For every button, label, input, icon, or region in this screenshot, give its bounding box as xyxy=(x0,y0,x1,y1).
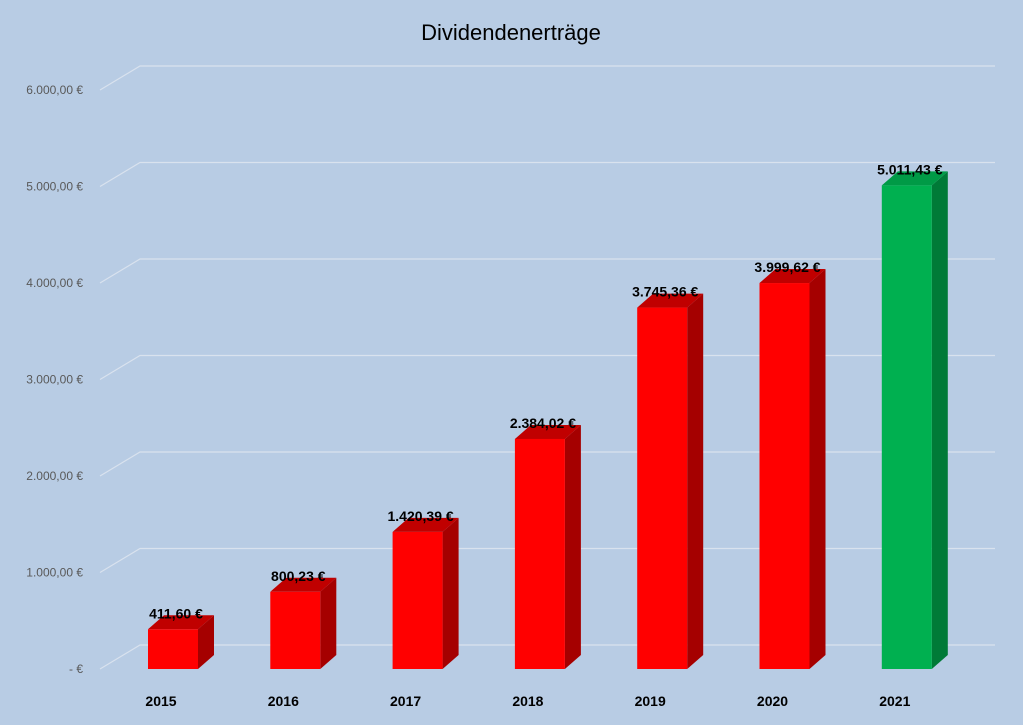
bar-2021 xyxy=(881,171,948,669)
bar-side xyxy=(442,517,459,669)
bar-top xyxy=(148,615,214,630)
bar-top xyxy=(759,269,826,284)
data-label: 800,23 € xyxy=(271,568,326,584)
y-axis-tick-labels: - € 1.000,00 € 2.000,00 € 3.000,00 € 4.000,0… xyxy=(26,83,83,676)
data-label: 1.420,39 € xyxy=(388,508,454,524)
gridline xyxy=(99,65,995,91)
y-tick-label: 4.000,00 € xyxy=(26,276,83,290)
gridline xyxy=(99,644,995,670)
bar-side xyxy=(564,424,581,669)
bar-side xyxy=(198,615,214,669)
bar-top xyxy=(637,293,704,308)
gridline xyxy=(99,547,995,574)
bar-front xyxy=(392,531,443,669)
x-tick-label: 2019 xyxy=(635,693,666,709)
data-label: 2.384,02 € xyxy=(510,415,576,431)
y-tick-label: 6.000,00 € xyxy=(26,83,83,97)
gridline xyxy=(99,258,995,284)
y-tick-label: - € xyxy=(69,662,83,676)
y-tick-label: 3.000,00 € xyxy=(26,373,83,387)
bar-top xyxy=(270,577,337,592)
bar-top xyxy=(514,424,581,439)
data-label: 3.745,36 € xyxy=(632,284,698,300)
y-tick-label: 1.000,00 € xyxy=(26,566,83,580)
bar-2019 xyxy=(637,293,704,669)
bar-front xyxy=(637,307,688,669)
x-tick-label: 2021 xyxy=(879,693,910,709)
data-label: 411,60 € xyxy=(149,605,203,621)
data-label: 3.999,62 € xyxy=(754,259,820,275)
x-tick-label: 2016 xyxy=(268,693,299,709)
bar-side xyxy=(809,269,826,669)
y-tick-label: 5.000,00 € xyxy=(26,180,83,194)
chart-title: Dividendenerträge xyxy=(421,20,601,45)
bar-front xyxy=(148,629,198,669)
bar-side xyxy=(320,577,337,669)
bar-top xyxy=(881,171,948,186)
bar-front xyxy=(514,438,565,669)
data-label: 5.011,43 € xyxy=(877,161,943,177)
bar-front xyxy=(881,185,932,669)
bars xyxy=(148,171,948,669)
x-axis-tick-labels: 2015 2016 2017 2018 2019 2020 2021 xyxy=(145,693,910,709)
y-tick-label: 2.000,00 € xyxy=(26,469,83,483)
bar-2020 xyxy=(759,269,826,669)
bar-2017 xyxy=(392,517,459,669)
gridline xyxy=(99,354,995,381)
data-labels: 411,60 € 800,23 € 1.420,39 € 2.384,02 € 3.74… xyxy=(149,161,943,621)
bar-2015 xyxy=(148,615,214,669)
x-tick-label: 2020 xyxy=(757,693,788,709)
bar-side xyxy=(687,293,704,669)
bar-side xyxy=(931,171,948,669)
bar-top xyxy=(392,517,459,532)
bar-2018 xyxy=(514,424,581,669)
x-tick-label: 2015 xyxy=(145,693,176,709)
gridlines xyxy=(99,65,995,670)
x-tick-label: 2018 xyxy=(512,693,543,709)
bar-front xyxy=(270,591,321,669)
bar-2016 xyxy=(270,577,337,669)
bar-front xyxy=(759,283,810,669)
gridline xyxy=(99,451,995,477)
gridline xyxy=(99,161,995,188)
x-tick-label: 2017 xyxy=(390,693,421,709)
